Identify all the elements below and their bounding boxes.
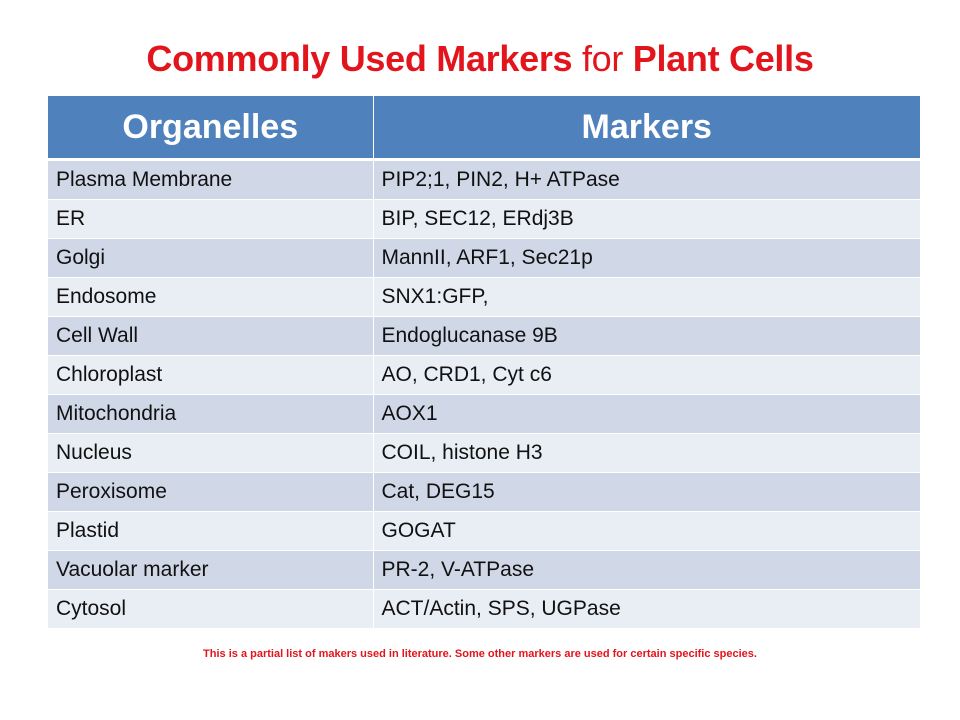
title-part-2: for bbox=[581, 38, 624, 79]
organelle-cell: Nucleus bbox=[48, 433, 374, 473]
table-row: Peroxisome Cat, DEG15 bbox=[48, 472, 920, 512]
slide-title: Commonly Used Markers for Plant Cells bbox=[0, 38, 960, 80]
organelle-cell: Plastid bbox=[48, 511, 374, 551]
table-row: Vacuolar marker PR-2, V-ATPase bbox=[48, 550, 920, 590]
markers-cell: PR-2, V-ATPase bbox=[373, 550, 920, 590]
organelle-cell: Golgi bbox=[48, 238, 374, 278]
table-row: Endosome SNX1:GFP, bbox=[48, 277, 920, 317]
table-row: Golgi MannII, ARF1, Sec21p bbox=[48, 238, 920, 278]
footnote: This is a partial list of makers used in… bbox=[203, 648, 757, 660]
organelle-cell: ER bbox=[48, 199, 374, 239]
table-row: Cell Wall Endoglucanase 9B bbox=[48, 316, 920, 356]
organelle-cell: Endosome bbox=[48, 277, 374, 317]
title-part-1: Commonly Used Markers bbox=[146, 38, 582, 79]
markers-cell: GOGAT bbox=[373, 511, 920, 551]
markers-cell: BIP, SEC12, ERdj3B bbox=[373, 199, 920, 239]
organelle-cell: Mitochondria bbox=[48, 394, 374, 434]
organelle-cell: Peroxisome bbox=[48, 472, 374, 512]
table-row: Chloroplast AO, CRD1, Cyt c6 bbox=[48, 355, 920, 395]
markers-cell: AOX1 bbox=[373, 394, 920, 434]
header-organelles: Organelles bbox=[48, 96, 374, 161]
table-row: Mitochondria AOX1 bbox=[48, 394, 920, 434]
organelle-cell: Cytosol bbox=[48, 589, 374, 629]
header-markers: Markers bbox=[373, 96, 920, 161]
organelle-cell: Vacuolar marker bbox=[48, 550, 374, 590]
title-part-3: Plant Cells bbox=[623, 38, 814, 79]
organelle-cell: Cell Wall bbox=[48, 316, 374, 356]
table-row: Plasma Membrane PIP2;1, PIN2, H+ ATPase bbox=[48, 159, 920, 200]
markers-cell: AO, CRD1, Cyt c6 bbox=[373, 355, 920, 395]
organelle-cell: Chloroplast bbox=[48, 355, 374, 395]
table-row: ER BIP, SEC12, ERdj3B bbox=[48, 199, 920, 239]
table-row: Cytosol ACT/Actin, SPS, UGPase bbox=[48, 589, 920, 629]
markers-table: Organelles Markers Plasma Membrane PIP2;… bbox=[48, 96, 920, 629]
markers-cell: ACT/Actin, SPS, UGPase bbox=[373, 589, 920, 629]
markers-cell: COIL, histone H3 bbox=[373, 433, 920, 473]
organelle-cell: Plasma Membrane bbox=[48, 159, 374, 200]
markers-cell: PIP2;1, PIN2, H+ ATPase bbox=[373, 159, 920, 200]
markers-cell: SNX1:GFP, bbox=[373, 277, 920, 317]
markers-cell: MannII, ARF1, Sec21p bbox=[373, 238, 920, 278]
table-header-row: Organelles Markers bbox=[48, 96, 920, 161]
markers-cell: Cat, DEG15 bbox=[373, 472, 920, 512]
markers-cell: Endoglucanase 9B bbox=[373, 316, 920, 356]
table-row: Plastid GOGAT bbox=[48, 511, 920, 551]
table-row: Nucleus COIL, histone H3 bbox=[48, 433, 920, 473]
